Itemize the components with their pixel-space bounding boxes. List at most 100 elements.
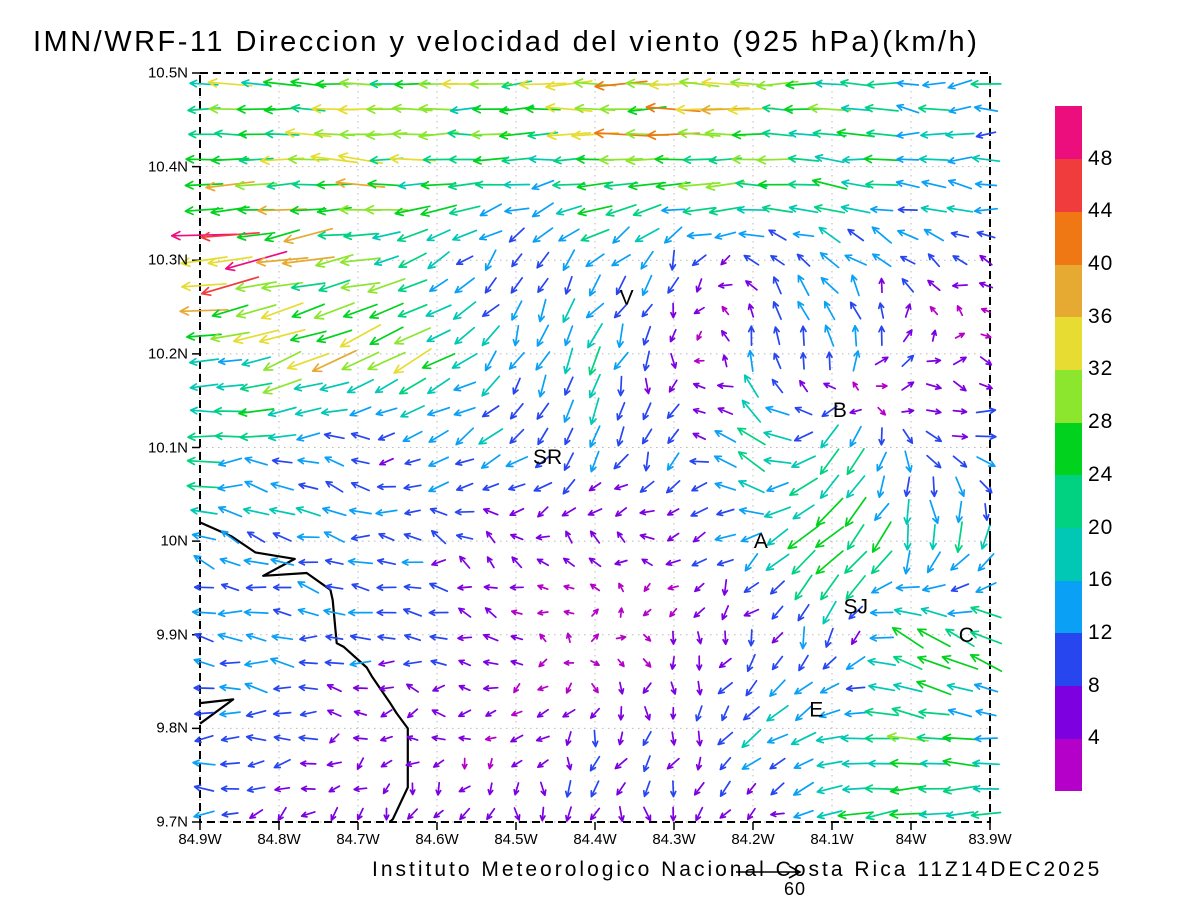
wind-vector (714, 533, 737, 542)
wind-vector (745, 679, 758, 697)
wind-vector (455, 255, 474, 266)
wind-vector (842, 785, 870, 794)
wind-vector (531, 179, 555, 191)
wind-vector (666, 452, 680, 471)
wind-vector (270, 657, 295, 668)
wind-vector (797, 274, 810, 297)
lat-tick-label: 10.4N (147, 158, 188, 176)
wind-vector (979, 480, 993, 494)
wind-vector (816, 760, 843, 769)
colorbar-swatch (1055, 685, 1082, 739)
wind-vector (235, 304, 277, 319)
wind-vector (329, 733, 340, 744)
wind-vector (666, 532, 680, 542)
wind-vector (720, 329, 730, 342)
wind-vector (955, 500, 963, 524)
wind-vector (589, 397, 600, 426)
wind-vector (378, 660, 395, 667)
wind-vector (667, 276, 680, 294)
wind-vector (667, 584, 679, 591)
wind-vector (766, 733, 789, 744)
wind-vector (766, 704, 789, 722)
colorbar-swatch (1055, 474, 1082, 529)
wind-vector (236, 231, 276, 241)
wind-vector (289, 205, 327, 215)
wind-vector (904, 303, 912, 318)
wind-vector (849, 425, 862, 448)
wind-vector (821, 405, 838, 418)
wind-vector (791, 455, 816, 468)
wind-vector (221, 811, 239, 818)
wind-vector (897, 229, 919, 241)
wind-vector (691, 482, 708, 492)
wind-vector (747, 349, 755, 372)
wind-vector (841, 759, 870, 768)
wind-vector (642, 658, 652, 668)
wind-vector (589, 274, 601, 297)
wind-vector (950, 553, 970, 571)
wind-vector (274, 785, 291, 793)
colorbar-level-label: 12 (1088, 620, 1114, 644)
colorbar-level-label: 32 (1088, 357, 1114, 381)
wind-vector (325, 633, 344, 641)
wind-vector (643, 633, 652, 642)
wind-vector (972, 784, 1000, 793)
wind-vector (955, 476, 966, 498)
colorbar-level-label: 48 (1088, 146, 1114, 170)
wind-vector (771, 605, 784, 620)
wind-vector (589, 755, 601, 772)
wind-vector (425, 304, 452, 318)
wind-vector (259, 155, 305, 166)
wind-vector (719, 756, 732, 771)
wind-vector (644, 706, 651, 721)
wind-vector (793, 809, 814, 819)
wind-vector (670, 780, 677, 798)
wind-vector (524, 104, 561, 114)
wind-vector (589, 707, 601, 719)
colorbar-swatch (1055, 211, 1082, 265)
wind-vector (692, 382, 706, 390)
wind-vector (763, 506, 792, 519)
wind-vector (615, 634, 627, 641)
wind-vector (794, 705, 813, 722)
wind-vector (316, 329, 353, 344)
wind-vector (431, 735, 446, 742)
wind-vector (317, 231, 352, 240)
wind-vector (194, 632, 214, 643)
wind-vector (819, 252, 840, 269)
wind-vector (716, 558, 734, 567)
wind-vector (484, 249, 497, 271)
wind-vector (539, 781, 547, 797)
wind-vector (241, 356, 271, 367)
lon-tick-label: 84.8W (257, 831, 301, 848)
colorbar-level-label: 36 (1088, 304, 1114, 328)
wind-vector (220, 785, 240, 793)
wind-vector (188, 130, 220, 139)
wind-vector (695, 756, 703, 771)
wind-vector (973, 682, 999, 693)
wind-vector (956, 305, 964, 317)
wind-vector (677, 128, 721, 139)
wind-vector (427, 251, 450, 270)
wind-vector (788, 204, 819, 214)
wind-vector (641, 274, 653, 297)
wind-vector (508, 227, 525, 243)
wind-vector (453, 406, 476, 417)
wind-vector (484, 350, 497, 372)
wind-vector (819, 448, 840, 475)
wind-vector (220, 735, 240, 743)
wind-vector (513, 782, 520, 796)
wind-vector (665, 480, 681, 494)
wind-vector (978, 281, 994, 289)
wind-vector (787, 180, 820, 189)
wind-vector (942, 733, 978, 743)
wind-vector (952, 356, 967, 366)
wind-vector (300, 785, 316, 792)
wind-vector (262, 378, 302, 395)
wind-vector (645, 102, 701, 113)
wind-vector (457, 584, 473, 591)
wind-vector (690, 507, 709, 517)
wind-vector (946, 682, 974, 692)
wind-vector (482, 633, 499, 642)
wind-vector (380, 735, 393, 742)
